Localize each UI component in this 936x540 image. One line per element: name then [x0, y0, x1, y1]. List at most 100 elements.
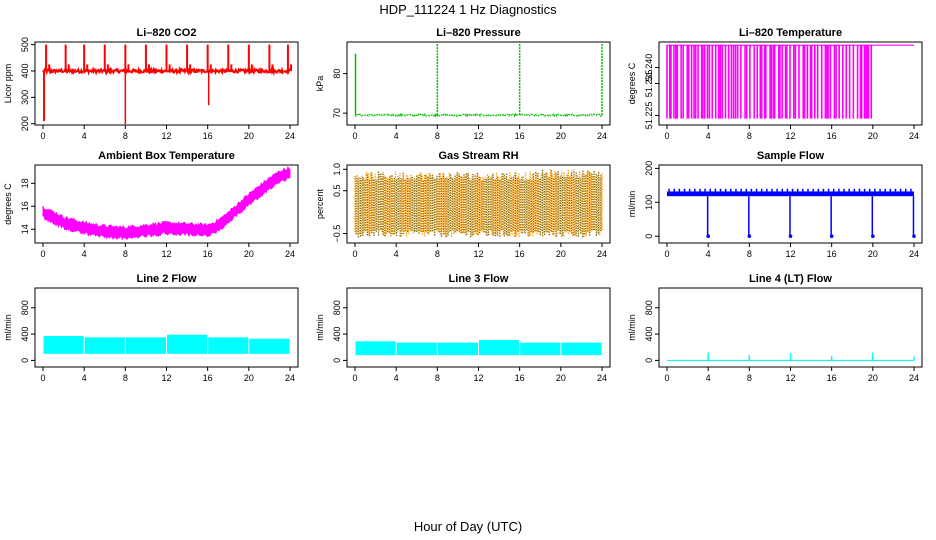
- x-tick-label: 8: [435, 373, 440, 383]
- x-tick-label: 20: [244, 249, 254, 259]
- x-tick-label: 8: [123, 131, 128, 141]
- x-tick-label: 16: [827, 373, 837, 383]
- x-tick-label: 8: [435, 249, 440, 259]
- x-tick-label: 16: [827, 131, 837, 141]
- y-tick-label: 400: [644, 327, 654, 342]
- y-tick-label: 200: [644, 161, 654, 176]
- x-tick-label: 12: [785, 131, 795, 141]
- y-tick-label: 500: [20, 37, 30, 52]
- x-tick-label: 24: [285, 373, 295, 383]
- y-tick-label: 80: [332, 69, 342, 79]
- y-tick-label: −0.5: [332, 225, 342, 243]
- sample-dip-point: [829, 234, 834, 239]
- flow-segment: [561, 342, 602, 356]
- y-tick-label: 400: [20, 63, 30, 78]
- x-tick-label: 4: [394, 373, 399, 383]
- y-axis-label: degrees C: [3, 183, 13, 225]
- panel-title: Line 2 Flow: [137, 273, 197, 285]
- y-tick-label: 51.240: [644, 54, 654, 82]
- series-co2: [42, 44, 293, 124]
- flow-segment: [43, 336, 84, 354]
- flow-segment: [249, 338, 290, 354]
- sample-dip-point: [912, 234, 916, 239]
- x-axis-label: Hour of Day (UTC): [413, 519, 523, 534]
- y-tick-label: 1.0: [332, 163, 342, 176]
- x-tick-label: 8: [435, 131, 440, 141]
- flow-segment: [520, 342, 561, 356]
- sample-dip-point: [871, 234, 875, 239]
- x-tick-label: 24: [597, 131, 607, 141]
- x-tick-label: 24: [909, 249, 919, 259]
- x-tick-label: 12: [473, 131, 483, 141]
- chart-line3: Line 3 Flow ml/min 0 4 8 12 16 20 24 0 400 800: [315, 273, 611, 383]
- y-tick-label: 0: [644, 234, 654, 239]
- x-tick-label: 4: [82, 131, 87, 141]
- x-tick-label: 12: [473, 249, 483, 259]
- sample-band: [667, 191, 914, 197]
- x-tick-label: 16: [827, 249, 837, 259]
- y-axis-label: ml/min: [315, 314, 325, 341]
- x-tick-label: 20: [244, 131, 254, 141]
- x-tick-label: 4: [82, 373, 87, 383]
- flow-segment: [208, 337, 249, 354]
- x-tick-label: 12: [161, 373, 171, 383]
- x-tick-label: 20: [868, 131, 878, 141]
- y-tick-label: 800: [644, 300, 654, 315]
- y-tick-label: 0: [644, 358, 654, 363]
- x-tick-label: 0: [352, 373, 357, 383]
- y-tick-label: 300: [20, 90, 30, 105]
- series-pressure: [354, 43, 603, 118]
- y-tick-label: 51.225: [644, 102, 654, 130]
- x-tick-label: 0: [664, 373, 669, 383]
- series-ambient: [42, 166, 291, 241]
- plot-frame: [346, 41, 611, 126]
- y-tick-label: 18: [20, 178, 30, 188]
- x-tick-label: 20: [868, 373, 878, 383]
- flow-segment: [84, 337, 125, 354]
- chart-temperature: Li–820 Temperature degrees C 0 4 8 12 16 20 24 51…: [627, 27, 923, 141]
- y-tick-label: 100: [644, 195, 654, 210]
- x-tick-label: 20: [556, 131, 566, 141]
- series-temperature: [666, 44, 914, 119]
- y-tick-label: 16: [20, 201, 30, 211]
- y-axis-label: Licor ppm: [3, 64, 13, 104]
- plot-frame: [34, 287, 299, 368]
- chart-sample: Sample Flow ml/min 0 4 8 12 16 20 24 0 100 200: [627, 150, 923, 259]
- series-line2: [43, 334, 290, 354]
- y-tick-label: 200: [20, 116, 30, 131]
- series-sample: [667, 188, 916, 239]
- flow-segment: [479, 340, 520, 356]
- x-tick-label: 20: [556, 249, 566, 259]
- series-line3: [355, 340, 602, 356]
- x-tick-label: 8: [123, 249, 128, 259]
- y-tick-label: 800: [20, 300, 30, 315]
- y-axis-label: kPa: [315, 76, 325, 92]
- y-tick-label: 0: [20, 358, 30, 363]
- sample-dip-point: [706, 234, 710, 239]
- y-tick-label: 800: [332, 300, 342, 315]
- x-tick-label: 8: [747, 249, 752, 259]
- y-axis-label: ml/min: [627, 191, 637, 218]
- panel-title: Line 4 (LT) Flow: [749, 273, 832, 285]
- x-tick-label: 0: [352, 131, 357, 141]
- chart-line2: Line 2 Flow ml/min 0 4 8 12 16 20 24 0 400 800: [3, 273, 299, 383]
- x-tick-label: 12: [161, 131, 171, 141]
- flow-segment: [437, 342, 478, 356]
- x-tick-label: 16: [515, 131, 525, 141]
- panel-title: Li–820 Temperature: [739, 27, 842, 39]
- x-tick-label: 12: [785, 249, 795, 259]
- x-tick-label: 0: [664, 131, 669, 141]
- chart-ambient: Ambient Box Temperature degrees C 0 4 8 12 16 2…: [3, 150, 299, 259]
- ambient-band: [42, 166, 291, 241]
- series-line4: [667, 352, 915, 362]
- y-tick-label: 0: [332, 358, 342, 363]
- x-tick-label: 12: [161, 249, 171, 259]
- chart-line4: Line 4 (LT) Flow ml/min 0 4 8 12 16 20 24 0 400 800: [627, 273, 923, 383]
- x-tick-label: 8: [747, 373, 752, 383]
- x-tick-label: 8: [747, 131, 752, 141]
- panel-title: Line 3 Flow: [449, 273, 509, 285]
- x-tick-label: 0: [40, 249, 45, 259]
- y-tick-label: 70: [332, 108, 342, 118]
- chart-co2: Li–820 CO2 Licor ppm 0 4 8 12 16 20 24 200 300 400 5…: [3, 27, 299, 141]
